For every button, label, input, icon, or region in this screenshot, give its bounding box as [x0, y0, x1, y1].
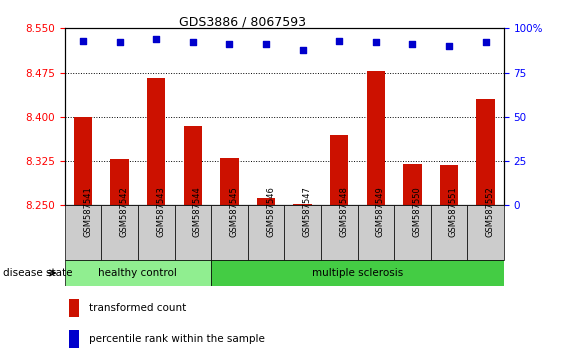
- Text: GSM587552: GSM587552: [485, 187, 494, 237]
- Bar: [257, 198, 275, 205]
- Text: healthy control: healthy control: [99, 268, 177, 278]
- Text: GSM587545: GSM587545: [230, 187, 238, 237]
- Bar: [293, 204, 312, 205]
- Point: [372, 40, 381, 45]
- Bar: [211, 205, 248, 260]
- Bar: [101, 205, 138, 260]
- Text: GSM587542: GSM587542: [120, 187, 128, 237]
- Bar: [211, 260, 504, 286]
- Bar: [110, 159, 129, 205]
- Bar: [74, 117, 92, 205]
- Text: GSM587541: GSM587541: [83, 187, 92, 237]
- Text: transformed count: transformed count: [89, 303, 186, 313]
- Text: GSM587547: GSM587547: [303, 187, 311, 237]
- Point: [261, 41, 270, 47]
- Text: percentile rank within the sample: percentile rank within the sample: [89, 333, 265, 344]
- Point: [188, 40, 197, 45]
- Bar: [284, 205, 321, 260]
- Text: GSM587546: GSM587546: [266, 187, 275, 237]
- Bar: [69, 299, 79, 317]
- Point: [115, 40, 124, 45]
- Bar: [65, 260, 211, 286]
- Bar: [175, 205, 211, 260]
- Text: GSM587551: GSM587551: [449, 187, 458, 237]
- Point: [334, 38, 343, 44]
- Point: [481, 40, 490, 45]
- Bar: [358, 205, 394, 260]
- Bar: [184, 126, 202, 205]
- Bar: [476, 99, 495, 205]
- Bar: [403, 164, 422, 205]
- Text: multiple sclerosis: multiple sclerosis: [312, 268, 403, 278]
- Bar: [69, 330, 79, 348]
- Bar: [440, 165, 458, 205]
- Bar: [138, 205, 175, 260]
- Point: [408, 41, 417, 47]
- Text: disease state: disease state: [3, 268, 72, 278]
- Point: [298, 47, 307, 52]
- Point: [79, 38, 88, 44]
- Bar: [394, 205, 431, 260]
- Bar: [330, 135, 348, 205]
- Point: [152, 36, 161, 42]
- Text: GSM587543: GSM587543: [156, 187, 165, 237]
- Text: GDS3886 / 8067593: GDS3886 / 8067593: [178, 16, 306, 29]
- Bar: [65, 205, 101, 260]
- Text: GSM587549: GSM587549: [376, 187, 385, 237]
- Bar: [431, 205, 467, 260]
- Bar: [367, 71, 385, 205]
- Bar: [467, 205, 504, 260]
- Bar: [321, 205, 358, 260]
- Bar: [248, 205, 284, 260]
- Bar: [147, 79, 166, 205]
- Point: [225, 41, 234, 47]
- Bar: [220, 158, 239, 205]
- Point: [445, 43, 454, 49]
- Text: GSM587550: GSM587550: [412, 187, 421, 237]
- Text: GSM587544: GSM587544: [193, 187, 202, 237]
- Text: GSM587548: GSM587548: [339, 187, 348, 237]
